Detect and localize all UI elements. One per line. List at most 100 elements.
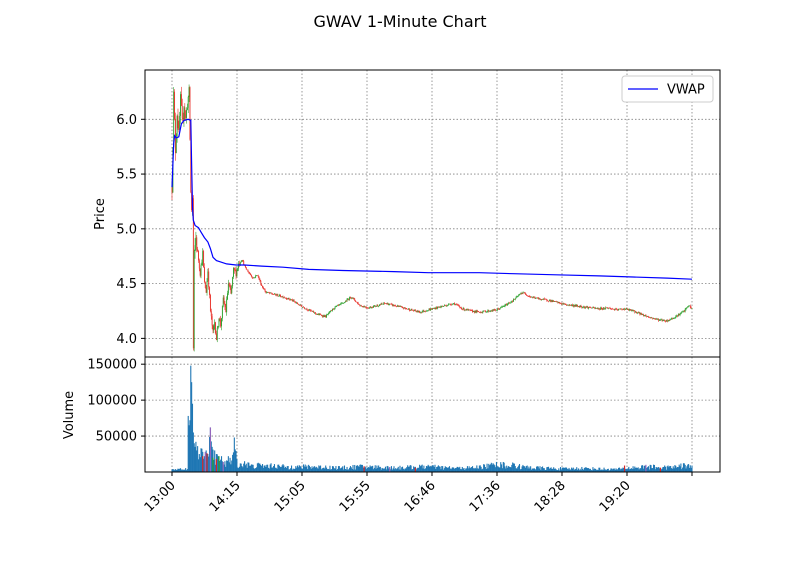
candle-body <box>308 310 310 311</box>
volume-bar <box>385 469 387 472</box>
volume-bar <box>308 464 310 472</box>
candle-body <box>244 265 246 268</box>
candle-body <box>582 307 584 308</box>
candle-body <box>412 310 414 311</box>
volume-bar <box>443 468 445 472</box>
candle-body <box>267 292 269 293</box>
volume-bar <box>487 468 489 472</box>
x-axis: 13:00 14:15 15:05 15:55 16:46 17:36 18:28 19:20 <box>142 472 693 515</box>
volume-bar <box>303 466 305 472</box>
candle-body <box>233 267 235 270</box>
candle-body <box>383 302 385 304</box>
volume-bar-highlight <box>222 461 224 472</box>
candle-body <box>552 300 554 302</box>
volume-bar <box>688 467 690 472</box>
volume-bar <box>242 467 244 472</box>
chart-title: GWAV 1-Minute Chart <box>314 12 487 31</box>
volume-bar <box>419 464 421 472</box>
candle-body <box>396 305 398 307</box>
candle-body <box>359 304 361 307</box>
candle-body <box>215 322 216 334</box>
candle-body <box>666 320 668 322</box>
candle-body <box>653 318 655 319</box>
candle-body <box>462 308 464 310</box>
volume-bar <box>544 470 546 472</box>
volume-bar <box>508 466 510 472</box>
candle-body <box>355 301 357 303</box>
volume-bar <box>668 467 670 472</box>
volume-bar <box>226 460 228 472</box>
volume-bar <box>573 469 575 472</box>
candle-body <box>281 296 283 297</box>
volume-bar <box>448 467 450 472</box>
candle-body <box>250 275 252 277</box>
x-tick-label: 19:20 <box>597 478 634 515</box>
candle-body <box>683 311 684 312</box>
candle-body <box>393 304 395 306</box>
candle-body <box>610 308 612 309</box>
volume-bar <box>515 468 517 472</box>
candle-body <box>421 311 423 313</box>
volume-bar <box>497 466 499 472</box>
volume-bar <box>413 467 416 472</box>
candle-body <box>273 294 275 295</box>
volume-bar-highlight <box>623 465 626 472</box>
x-tick-label: 17:36 <box>467 478 504 515</box>
volume-bar <box>572 467 574 472</box>
volume-bar <box>185 468 187 472</box>
candle-body <box>656 318 658 320</box>
volume-bar <box>348 469 350 472</box>
volume-bar <box>542 466 544 472</box>
candle-body <box>429 309 431 311</box>
volume-bar <box>347 469 349 472</box>
candle-body <box>291 299 292 301</box>
volume-bar <box>180 469 182 472</box>
candle-body <box>290 299 292 301</box>
candle-body <box>559 302 561 303</box>
candle-body <box>242 260 244 262</box>
volume-bar <box>291 469 293 472</box>
x-tick-label: 13:00 <box>142 478 179 515</box>
volume-bar <box>413 466 415 472</box>
volume-bar <box>174 470 176 472</box>
volume-bar <box>635 467 638 472</box>
volume-bar <box>334 468 336 472</box>
volume-bar <box>338 466 340 472</box>
candle-body <box>324 315 326 317</box>
volume-bar <box>452 467 454 472</box>
candle-body <box>564 303 566 305</box>
candle-body <box>484 310 485 312</box>
candle-body <box>628 309 630 311</box>
volume-bar <box>220 456 223 472</box>
candle-body <box>502 306 504 307</box>
volume-bar <box>383 468 385 472</box>
candle-body <box>175 135 177 154</box>
candle-body <box>612 308 614 310</box>
volume-bar <box>407 466 410 472</box>
candle-body <box>542 299 544 300</box>
candle-body <box>187 97 189 108</box>
volume-bar <box>661 468 663 472</box>
volume-bar <box>478 465 480 472</box>
volume-bar <box>428 465 430 472</box>
volume-bar <box>583 468 585 472</box>
candle-body <box>574 304 576 307</box>
volume-bar <box>537 466 539 472</box>
candle-body <box>643 315 645 316</box>
candle-body <box>194 245 196 252</box>
volume-bar <box>669 465 671 472</box>
candle-body <box>554 301 555 302</box>
candle-body <box>491 309 493 312</box>
candle-body <box>193 251 195 349</box>
candle-body <box>650 317 652 319</box>
candle-body <box>688 305 690 307</box>
volume-bar <box>489 465 491 472</box>
volume-bar <box>651 468 653 472</box>
volume-bar <box>378 465 380 472</box>
volume-bar <box>507 467 509 472</box>
volume-bar-highlight <box>209 427 212 472</box>
volume-bar <box>491 464 493 472</box>
candle-body <box>222 297 224 306</box>
volume-bar <box>518 464 521 472</box>
volume-bar <box>601 469 603 472</box>
